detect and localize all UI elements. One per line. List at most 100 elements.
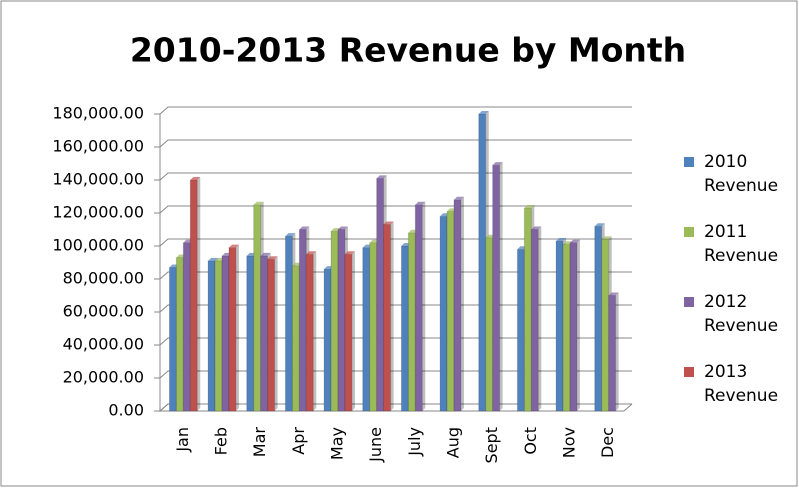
x-tick-label: Nov [560, 427, 579, 458]
bar [228, 247, 237, 412]
x-tick-label: Sept [482, 427, 501, 463]
bar-top [492, 162, 503, 166]
legend-swatch [684, 157, 694, 167]
bar [298, 229, 307, 412]
bar [383, 224, 392, 412]
bar [376, 177, 385, 412]
bar [369, 242, 378, 412]
bar [284, 235, 293, 412]
bar-top [454, 196, 464, 200]
legend-label: 2010 Revenue [704, 152, 779, 196]
bar-side [235, 244, 239, 411]
bar-top [260, 252, 271, 256]
grid-line [159, 337, 632, 346]
y-tick-label: 0.00 [108, 401, 144, 420]
x-tick-label: July [405, 427, 424, 457]
grid-line [159, 304, 632, 313]
bar [492, 164, 501, 412]
bar [516, 248, 525, 412]
bar [453, 199, 462, 412]
bar [207, 260, 216, 412]
bar [523, 207, 532, 412]
x-tick-label: Jan [173, 427, 192, 453]
bar-side [197, 177, 201, 411]
bar [485, 237, 494, 412]
bar [608, 295, 617, 412]
axis-floor-back [623, 403, 633, 412]
bar [246, 255, 255, 412]
bar-top [306, 251, 317, 255]
y-tick-label: 60,000.00 [63, 302, 144, 321]
bar [555, 240, 564, 412]
bar-top [415, 201, 426, 205]
bar [214, 260, 223, 412]
y-tick-label: 100,000.00 [52, 236, 144, 255]
legend-label: 2012 Revenue [704, 292, 779, 336]
bar-side [390, 221, 394, 411]
bar-top [478, 111, 489, 114]
bar-side [422, 201, 426, 411]
y-tick-label: 140,000.00 [52, 170, 144, 189]
y-tick-label: 80,000.00 [63, 269, 144, 288]
bar [337, 229, 346, 412]
bar [267, 258, 276, 412]
grid-line [159, 139, 632, 148]
x-tick-label: June [366, 427, 385, 463]
legend-label: 2011 Revenue [704, 222, 779, 266]
bar [407, 232, 416, 412]
bar-top [253, 201, 264, 205]
bar-side [274, 256, 278, 411]
bar [330, 230, 339, 412]
bar [414, 204, 423, 412]
grid-line [159, 205, 632, 214]
bar [260, 255, 269, 412]
bar [323, 268, 332, 412]
bar-top [208, 257, 219, 261]
bar-side [313, 251, 317, 411]
x-tick-label: Apr [289, 427, 308, 455]
bar-top [338, 226, 348, 230]
bar [291, 265, 300, 412]
bar-top [383, 221, 394, 225]
bar-side [538, 226, 542, 411]
grid-line [159, 238, 632, 247]
bar [305, 253, 314, 412]
bar-top [608, 292, 619, 296]
bar-top [570, 239, 580, 243]
x-tick-label: May [328, 427, 347, 460]
x-tick-label: Mar [250, 427, 269, 458]
legend-swatch [684, 297, 694, 307]
bar [478, 113, 487, 412]
bar-side [351, 251, 355, 411]
y-tick-label: 180,000.00 [52, 104, 144, 123]
grid-line [159, 370, 632, 379]
bar-top [376, 175, 387, 179]
bar [562, 243, 571, 412]
bar-top [531, 226, 542, 230]
bar-top [601, 236, 612, 240]
legend-swatch [684, 227, 694, 237]
bar [182, 242, 191, 412]
bar [362, 247, 371, 412]
bar [221, 255, 230, 412]
bar [175, 257, 184, 412]
bar [569, 242, 578, 412]
bar [446, 210, 455, 412]
chart-title: 2010-2013 Revenue by Month [130, 31, 686, 70]
bar-side [499, 162, 503, 411]
grid-line [159, 403, 632, 412]
y-tick-label: 120,000.00 [52, 203, 144, 222]
bar [253, 204, 262, 412]
bar [601, 238, 610, 412]
grid-line [159, 271, 632, 280]
bar-side [576, 239, 580, 411]
bar [594, 225, 603, 412]
y-tick-label: 40,000.00 [63, 335, 144, 354]
bar [344, 253, 353, 412]
legend-label: 2013 Revenue [704, 362, 779, 406]
x-tick-label: Aug [444, 427, 463, 458]
grid-line [159, 172, 632, 181]
bar [400, 245, 409, 412]
bar-top [228, 244, 239, 248]
bar-top [267, 256, 278, 260]
